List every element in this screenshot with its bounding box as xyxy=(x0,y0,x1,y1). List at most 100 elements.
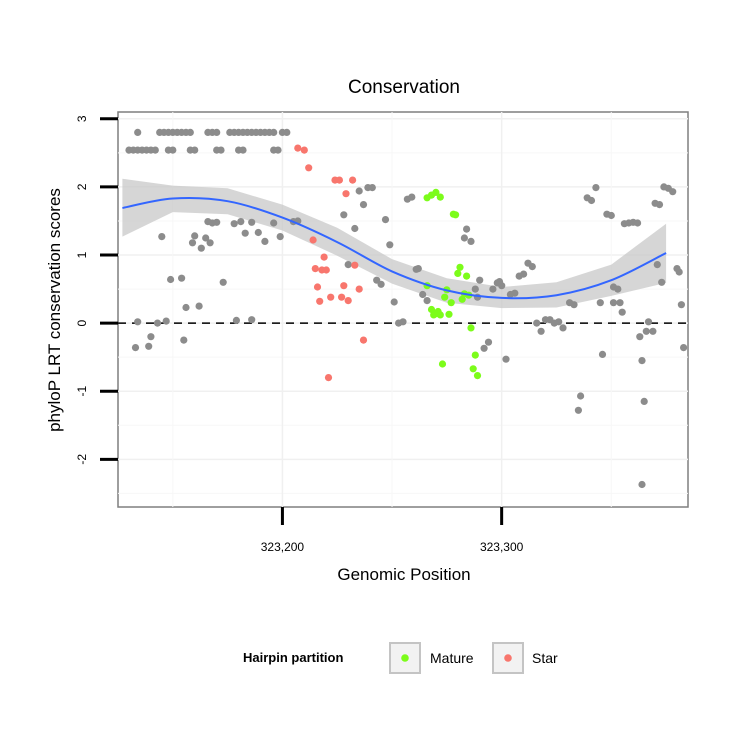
point-star xyxy=(338,293,346,301)
point-star xyxy=(322,266,330,274)
point-other xyxy=(270,128,278,136)
point-mature xyxy=(463,272,471,280)
point-other xyxy=(206,239,214,247)
point-other xyxy=(390,298,398,306)
y-tick-label: 0 xyxy=(75,319,89,326)
point-other xyxy=(502,355,510,363)
point-mature xyxy=(436,193,444,201)
point-other xyxy=(169,146,177,154)
point-mature xyxy=(436,311,444,319)
point-other xyxy=(213,128,221,136)
y-tick-label: -1 xyxy=(75,386,89,397)
point-other xyxy=(533,319,541,327)
point-mature xyxy=(456,263,464,271)
legend-dot-star xyxy=(504,654,512,662)
point-other xyxy=(414,265,422,273)
data-points xyxy=(125,128,688,489)
point-other xyxy=(248,218,256,226)
y-tick-label: 2 xyxy=(75,183,89,190)
point-other xyxy=(658,278,666,286)
point-other xyxy=(555,318,563,326)
point-other xyxy=(419,290,427,299)
point-other xyxy=(180,336,188,344)
point-other xyxy=(151,146,159,154)
point-other xyxy=(162,317,170,325)
x-tick-label: 323,300 xyxy=(480,540,524,554)
point-other xyxy=(195,302,203,310)
point-other xyxy=(609,299,618,307)
point-other xyxy=(197,244,205,252)
chart-title: Conservation xyxy=(348,77,460,98)
point-other xyxy=(638,357,646,365)
point-mature xyxy=(454,269,462,277)
point-other xyxy=(131,344,140,352)
point-other xyxy=(340,211,348,219)
smooth-trend-line xyxy=(122,197,667,300)
point-other xyxy=(230,220,238,228)
point-other xyxy=(188,239,197,247)
point-other xyxy=(642,327,650,335)
point-other xyxy=(239,146,247,154)
y-axis-title: phyloP LRT conservation scores xyxy=(45,188,64,432)
point-other xyxy=(463,225,471,233)
legend-label-star: Star xyxy=(532,650,558,666)
point-other xyxy=(677,301,686,309)
y-tick-label: -2 xyxy=(75,454,89,465)
point-other xyxy=(634,219,642,227)
legend-label-mature: Mature xyxy=(430,650,474,666)
x-axis: 323,200 323,300 xyxy=(261,507,524,554)
point-other xyxy=(471,285,479,293)
point-other xyxy=(276,233,284,241)
point-other xyxy=(219,278,227,286)
point-star xyxy=(344,297,352,305)
point-other xyxy=(638,480,646,489)
point-other xyxy=(655,201,664,209)
y-axis: -2 -1 0 1 2 3 xyxy=(75,115,118,465)
x-tick-label: 323,200 xyxy=(261,540,305,554)
point-other xyxy=(355,187,363,195)
point-other xyxy=(408,193,416,201)
point-star xyxy=(340,282,348,290)
point-other xyxy=(274,146,282,154)
point-other xyxy=(675,268,683,276)
point-star xyxy=(324,374,333,382)
point-other xyxy=(592,184,600,192)
point-other xyxy=(653,261,661,269)
point-other xyxy=(559,324,567,332)
point-star xyxy=(349,176,357,184)
point-star xyxy=(342,190,350,198)
point-other xyxy=(570,301,578,309)
point-mature xyxy=(467,324,475,332)
point-other xyxy=(359,201,368,209)
y-tick-label: 1 xyxy=(75,251,89,258)
point-other xyxy=(680,344,688,352)
point-other xyxy=(147,333,155,341)
legend-title: Hairpin partition xyxy=(243,650,343,665)
point-other xyxy=(484,338,493,346)
point-mature xyxy=(473,372,482,380)
point-other xyxy=(213,218,221,226)
legend: Hairpin partition Mature Star xyxy=(243,642,558,674)
plot-panel xyxy=(117,111,689,508)
point-other xyxy=(145,342,153,350)
point-other xyxy=(158,233,166,241)
point-star xyxy=(355,285,363,293)
point-other xyxy=(191,232,199,240)
point-mature xyxy=(438,360,447,368)
point-other xyxy=(182,303,190,312)
point-mature xyxy=(471,351,479,359)
point-other xyxy=(186,128,194,136)
point-other xyxy=(649,327,657,335)
point-other xyxy=(381,216,390,224)
point-other xyxy=(178,274,186,282)
point-star xyxy=(335,176,343,184)
point-star xyxy=(351,261,359,269)
point-other xyxy=(254,228,262,237)
point-star xyxy=(311,265,319,273)
smooth-confidence-ribbon xyxy=(122,178,667,309)
point-other xyxy=(248,316,256,324)
point-mature xyxy=(447,299,455,307)
point-other xyxy=(167,275,175,284)
point-mature xyxy=(445,310,453,318)
